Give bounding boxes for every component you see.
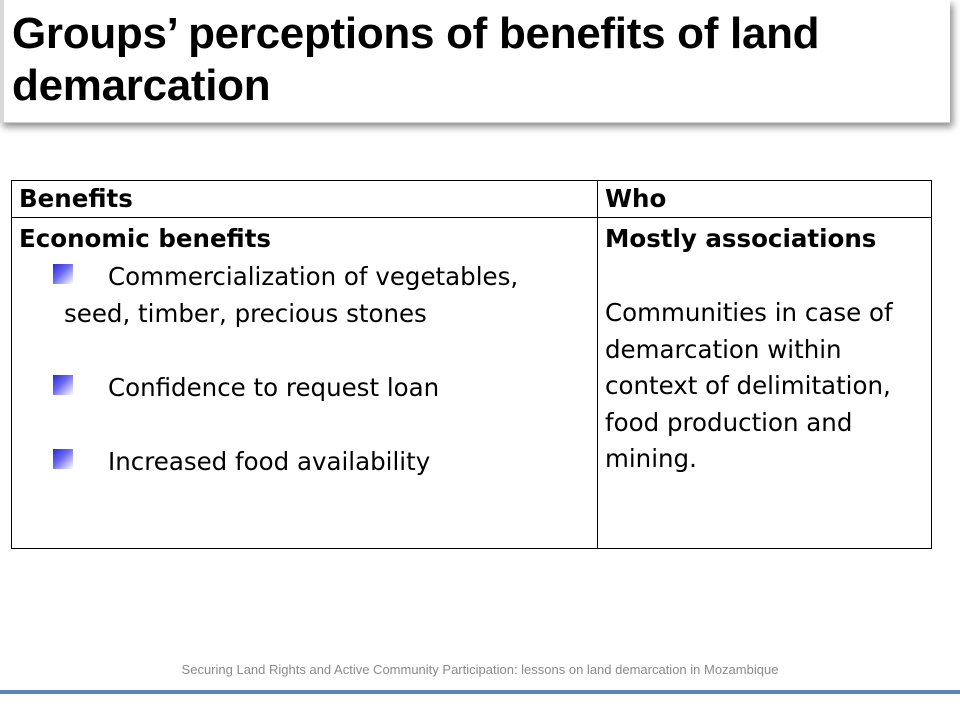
who-cell: Mostly associations Communities in case …	[597, 217, 932, 549]
spacer	[19, 406, 597, 443]
list-item: Commercialization of vegetables, seed, t…	[19, 258, 597, 332]
benefits-table: Benefits Who Economic benefits Commercia…	[11, 180, 932, 549]
list-item: Increased food availability	[19, 443, 597, 480]
list-item: Confidence to request loan	[19, 369, 597, 406]
who-line: Communities in case of	[605, 298, 893, 327]
table-row: Economic benefits Commercialization of v…	[11, 217, 932, 549]
table-header-row: Benefits Who	[11, 180, 932, 218]
benefit-text: Increased food availability	[108, 447, 431, 476]
section-title: Economic benefits	[19, 224, 272, 253]
benefit-text: Confidence to request loan	[108, 373, 440, 402]
who-heading: Mostly associations	[605, 224, 877, 253]
header-who: Who	[597, 180, 932, 218]
benefits-cell: Economic benefits Commercialization of v…	[11, 217, 598, 549]
benefit-text-continued: seed, timber, precious stones	[64, 299, 427, 328]
spacer	[19, 332, 597, 369]
bottom-rule	[0, 690, 960, 694]
slide-title: Groups’ perceptions of benefits of land …	[12, 9, 820, 110]
header-benefits: Benefits	[11, 180, 598, 218]
footer-text: Securing Land Rights and Active Communit…	[181, 662, 779, 677]
who-line: context of delimitation,	[605, 371, 891, 400]
benefit-text: Commercialization of vegetables,	[108, 262, 519, 291]
spacer	[605, 258, 931, 295]
square-bullet-icon	[53, 449, 73, 469]
who-line: mining.	[605, 444, 697, 473]
who-line: demarcation within	[605, 334, 842, 364]
who-line: food production and	[605, 407, 853, 437]
square-bullet-icon	[53, 264, 73, 284]
square-bullet-icon	[53, 375, 73, 395]
benefit-list: Commercialization of vegetables, seed, t…	[19, 258, 597, 480]
title-box: Groups’ perceptions of benefits of land …	[0, 0, 950, 123]
